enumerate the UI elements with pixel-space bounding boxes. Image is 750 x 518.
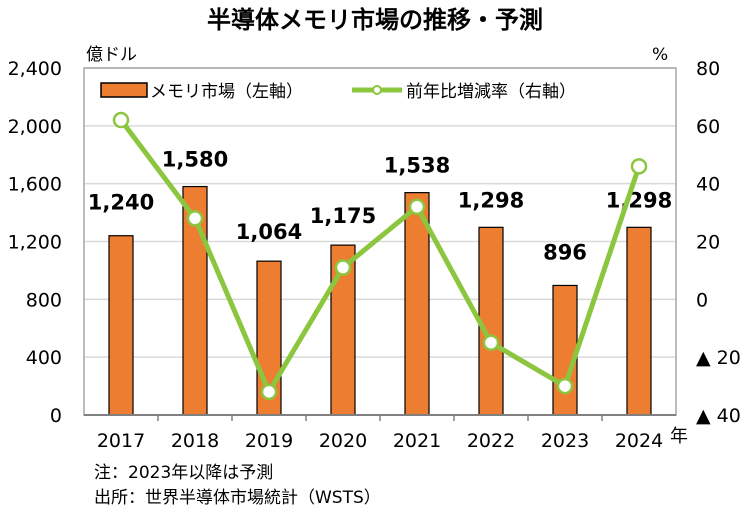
source: 出所：世界半導体市場統計（WSTS）	[94, 488, 381, 508]
legend-line-label: 前年比増減率（右軸）	[406, 82, 576, 102]
right-tick-label: ▲ 20	[696, 347, 741, 369]
x-tick-label: 2020	[319, 430, 367, 452]
left-tick-label: 2,000	[8, 116, 62, 138]
x-tick-label: 2017	[97, 430, 145, 452]
bar-data-label: 1,240	[88, 191, 154, 215]
right-tick-label: ▲ 40	[696, 405, 741, 427]
bar-data-label: 1,580	[162, 148, 228, 172]
right-axis-unit: %	[652, 45, 668, 65]
right-tick-label: 40	[696, 174, 720, 196]
legend-line-marker	[372, 85, 382, 95]
x-axis-unit: 年	[670, 426, 688, 447]
bar-2023	[552, 284, 578, 416]
line-point-2023	[556, 377, 574, 395]
bar-2022	[478, 226, 504, 416]
bar-data-label: 896	[543, 240, 587, 264]
bar-2024	[626, 226, 652, 416]
x-tick-label: 2023	[541, 430, 589, 452]
left-tick-label: 0	[50, 405, 62, 427]
line-point-2022	[482, 334, 500, 351]
bar-data-label: 1,298	[606, 188, 672, 212]
x-tick-label: 2021	[393, 430, 441, 452]
line-point-2019	[260, 383, 278, 401]
note: 注：2023年以降は予測	[94, 463, 273, 483]
legend-bar-label: メモリ市場（左軸）	[150, 82, 303, 102]
x-tick-label: 2019	[245, 430, 293, 452]
line-point-2021	[408, 198, 426, 216]
bar-data-label: 1,175	[310, 204, 376, 228]
left-tick-label: 1,600	[8, 174, 62, 196]
legend: メモリ市場（左軸） 前年比増減率（右軸）	[100, 82, 576, 102]
line-point-2018	[186, 210, 204, 227]
left-tick-label: 2,400	[8, 58, 62, 80]
right-tick-label: 60	[696, 116, 720, 138]
chart-title: 半導体メモリ市場の推移・予測	[207, 6, 543, 34]
line-point-2020	[334, 259, 352, 276]
bar-2017	[108, 235, 134, 416]
bar-data-label: 1,298	[458, 188, 524, 212]
bar-data-label: 1,538	[384, 154, 450, 178]
x-tick-label: 2022	[467, 430, 515, 452]
right-tick-label: 0	[696, 289, 708, 311]
x-tick-label: 2018	[171, 430, 219, 452]
line-point-2017	[112, 111, 130, 129]
right-tick-label: 80	[696, 58, 720, 80]
left-tick-label: 800	[26, 289, 62, 311]
left-tick-label: 1,200	[8, 232, 62, 254]
left-axis-unit: 億ドル	[86, 45, 137, 65]
x-tick-label: 2024	[615, 430, 663, 452]
line-point-2024	[630, 158, 648, 175]
right-tick-label: 20	[696, 232, 720, 254]
left-tick-label: 400	[26, 347, 62, 369]
bar-data-label: 1,064	[236, 220, 302, 244]
legend-bar-swatch	[100, 82, 148, 98]
growth-rate-line	[119, 118, 642, 395]
